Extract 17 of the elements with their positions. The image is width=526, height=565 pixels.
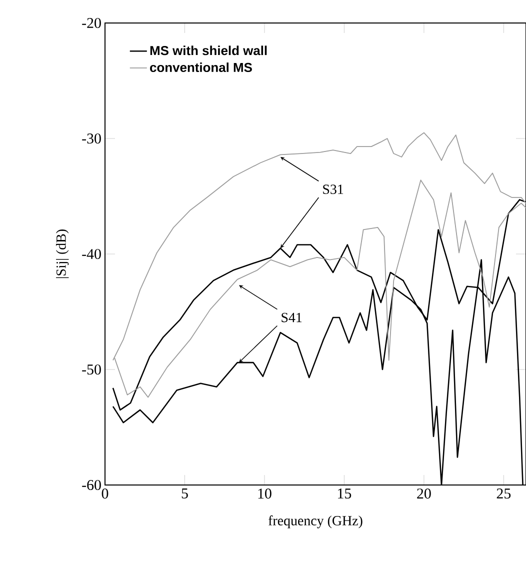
y-tick-label: -60 bbox=[82, 480, 101, 490]
y-tick-label: -40 bbox=[82, 248, 101, 260]
annotation: S31 bbox=[323, 184, 344, 194]
x-tick-label: 5 bbox=[182, 488, 188, 498]
y-tick-label: -20 bbox=[82, 18, 101, 28]
legend-label: conventional MS bbox=[150, 62, 252, 72]
x-tick-label: 20 bbox=[417, 488, 431, 499]
y-tick-label: -50 bbox=[82, 364, 101, 375]
y-axis-title: |Sij| (dB) bbox=[56, 230, 69, 278]
x-tick-label: 0 bbox=[102, 488, 108, 499]
y-tick-label: -30 bbox=[82, 133, 101, 144]
x-tick-label: 10 bbox=[258, 488, 272, 499]
x-tick-label: 15 bbox=[338, 488, 352, 499]
annotation: S41 bbox=[282, 312, 302, 322]
x-tick-label: 25 bbox=[496, 488, 511, 499]
x-axis-title: frequency (GHz) bbox=[268, 515, 362, 528]
legend-label: MS with shield wall bbox=[150, 46, 267, 56]
